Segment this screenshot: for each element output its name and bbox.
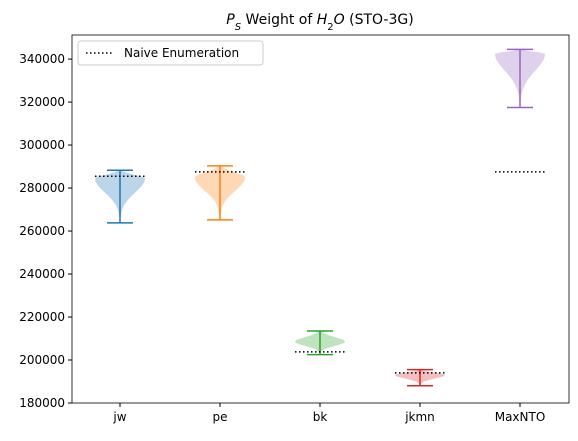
x-tick-label: jw: [112, 410, 126, 424]
legend-label: Naive Enumeration: [124, 46, 239, 60]
y-tick-label: 320000: [19, 95, 65, 109]
y-tick-label: 220000: [19, 310, 65, 324]
x-tick-label: pe: [213, 410, 228, 424]
y-tick-label: 300000: [19, 138, 65, 152]
y-tick-label: 200000: [19, 353, 65, 367]
y-tick-label: 280000: [19, 181, 65, 195]
y-tick-label: 260000: [19, 224, 65, 238]
y-tick-label: 180000: [19, 396, 65, 410]
x-tick-label: MaxNTO: [495, 410, 546, 424]
title-part: H: [317, 12, 328, 28]
title-part: O: [334, 12, 345, 28]
title-part: (STO-3G): [345, 12, 414, 28]
x-tick-label: jkmn: [404, 410, 435, 424]
title-part: P: [226, 12, 235, 28]
x-tick-label: bk: [313, 410, 328, 424]
title-part: Weight of: [241, 12, 317, 28]
title-part: S: [235, 22, 242, 33]
chart-title: PS Weight of H2O (STO-3G): [226, 12, 413, 33]
y-tick-label: 340000: [19, 52, 65, 66]
legend-box: [77, 40, 264, 66]
title-part: 2: [327, 22, 333, 33]
y-tick-label: 240000: [19, 267, 65, 281]
